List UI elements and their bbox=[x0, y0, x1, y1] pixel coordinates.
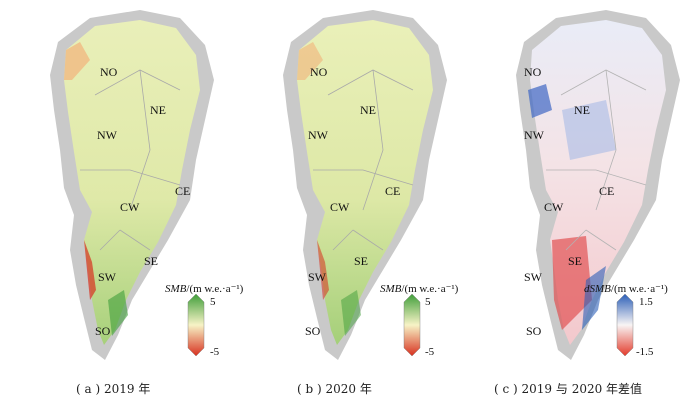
region-label-ne: NE bbox=[150, 103, 166, 117]
colorbar bbox=[403, 293, 421, 357]
region-label-ce: CE bbox=[385, 184, 401, 198]
colorbar-title: dSMB/(m w.e.·a⁻¹) bbox=[584, 283, 668, 295]
region-label-sw: SW bbox=[98, 270, 116, 284]
colorbar-max-label: 1.5 bbox=[639, 296, 653, 308]
region-label-nw: NW bbox=[97, 128, 117, 142]
region-label-se: SE bbox=[354, 254, 369, 268]
region-label-ce: CE bbox=[175, 184, 191, 198]
region-label-no: NO bbox=[100, 65, 118, 79]
region-label-cw: CW bbox=[330, 200, 350, 214]
region-label-ne: NE bbox=[574, 103, 590, 117]
region-label-so: SO bbox=[95, 324, 111, 338]
region-label-nw: NW bbox=[524, 128, 544, 142]
panel-caption: ( b ) 2020 年 bbox=[297, 382, 372, 396]
colorbar-min-label: -5 bbox=[210, 346, 220, 358]
colorbar-title: SMB/(m w.e.·a⁻¹) bbox=[165, 283, 244, 295]
panel-caption: ( c ) 2019 与 2020 年差值 bbox=[494, 382, 643, 396]
map-panel-2019: NO NE NW CE CW SE SW SO SMB/(m w.e.·a⁻¹)… bbox=[0, 0, 243, 404]
region-label-se: SE bbox=[144, 254, 159, 268]
greenland-map-difference bbox=[516, 10, 680, 360]
colorbar-title: SMB/(m w.e.·a⁻¹) bbox=[380, 283, 459, 295]
region-label-cw: CW bbox=[120, 200, 140, 214]
colorbar bbox=[187, 293, 205, 357]
colorbar-max-label: 5 bbox=[210, 296, 216, 308]
colorbar-max-label: 5 bbox=[425, 296, 431, 308]
region-label-sw: SW bbox=[308, 270, 326, 284]
greenland-map-2020 bbox=[283, 10, 447, 360]
region-label-cw: CW bbox=[544, 200, 564, 214]
greenland-map-2019 bbox=[50, 10, 214, 360]
region-label-no: NO bbox=[310, 65, 328, 79]
region-label-nw: NW bbox=[308, 128, 328, 142]
panel-caption: ( a ) 2019 年 bbox=[76, 382, 151, 396]
region-label-no: NO bbox=[524, 65, 542, 79]
colorbar-min-label: -5 bbox=[425, 346, 435, 358]
ice-sheet bbox=[64, 20, 200, 345]
map-panel-difference: NO NE NW CE CW SE SW SO dSMB/(m w.e.·a⁻¹… bbox=[466, 0, 700, 404]
colorbar-min-label: -1.5 bbox=[636, 346, 654, 358]
colorbar bbox=[616, 293, 634, 357]
ice-sheet bbox=[297, 20, 433, 345]
region-label-sw: SW bbox=[524, 270, 542, 284]
region-label-se: SE bbox=[568, 254, 583, 268]
region-label-so: SO bbox=[305, 324, 321, 338]
map-panel-2020: NO NE NW CE CW SE SW SO SMB/(m w.e.·a⁻¹)… bbox=[233, 0, 466, 404]
region-label-so: SO bbox=[526, 324, 542, 338]
region-label-ne: NE bbox=[360, 103, 376, 117]
region-label-ce: CE bbox=[599, 184, 615, 198]
